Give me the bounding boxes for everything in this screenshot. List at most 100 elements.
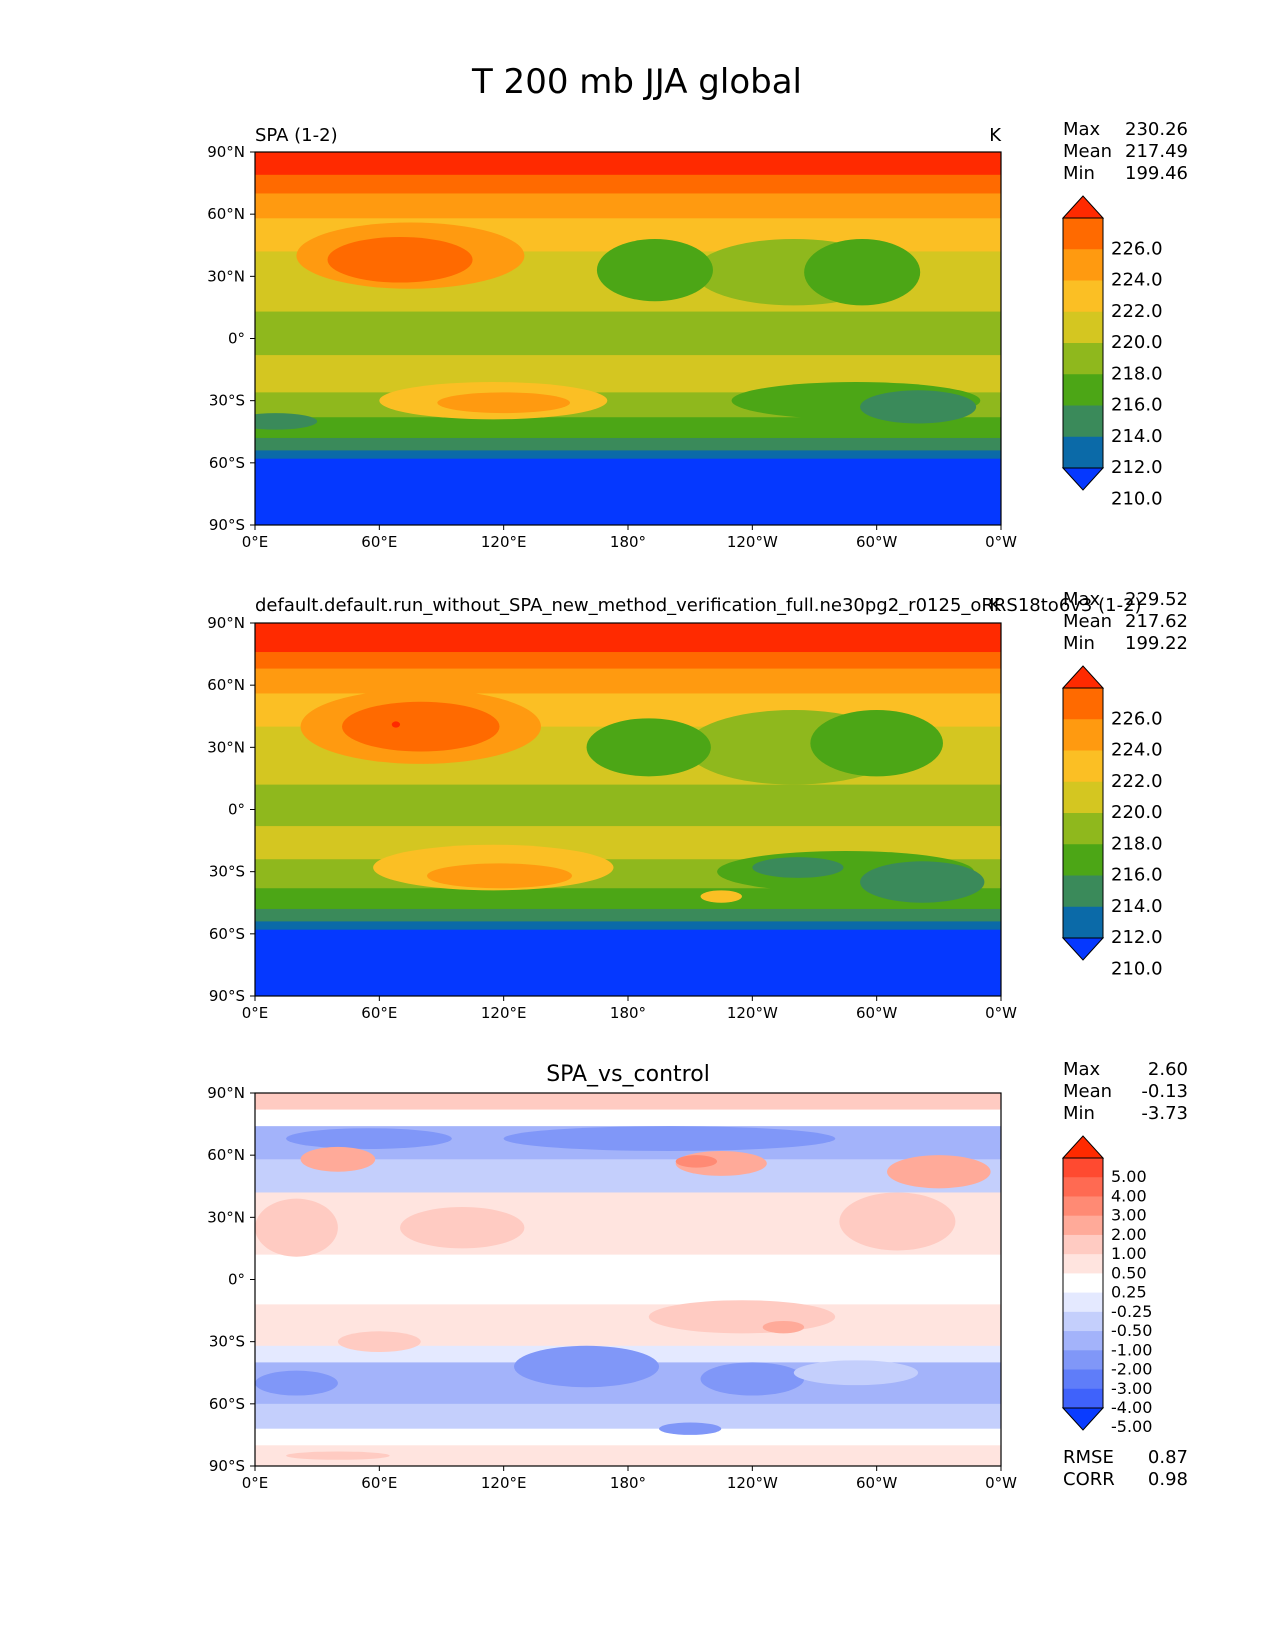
colorbar-level-label: 0.25	[1111, 1283, 1147, 1302]
metrics-box: RMSE 0.87 CORR 0.98	[1063, 1447, 1188, 1490]
stat-label: Max	[1063, 1059, 1101, 1080]
contour-band	[255, 1109, 1001, 1127]
map-plot-ref	[250, 622, 1002, 1001]
stat-label: Mean	[1063, 1081, 1112, 1102]
colorbar-level-label: 210.0	[1111, 958, 1163, 979]
y-axis-ticks: 90°N 60°N 30°N 0° 30°S 60°S 90°S	[207, 1084, 245, 1475]
y-tick-label: 90°S	[209, 1457, 245, 1475]
x-tick-label: 120°E	[481, 533, 527, 551]
contour-band	[255, 623, 1001, 653]
metric-value: 0.98	[1148, 1469, 1188, 1490]
colorbar-frame	[1062, 1157, 1104, 1409]
contour-band	[255, 652, 1001, 670]
contour-region	[342, 701, 500, 752]
x-tick-label: 0°E	[242, 1474, 269, 1492]
colorbar-level-label: 210.0	[1111, 488, 1163, 509]
y-tick-label: 30°N	[207, 1208, 245, 1226]
map-fields	[255, 152, 1001, 525]
x-tick-label: 60°E	[361, 533, 397, 551]
colorbar-level-label: 2.00	[1111, 1225, 1147, 1244]
colorbar-level-label: -3.00	[1111, 1379, 1152, 1398]
contour-region	[675, 1155, 718, 1168]
colorbar-segment	[1063, 374, 1103, 406]
stats-box: Max 2.60 Mean -0.13 Min -3.73	[1063, 1059, 1188, 1124]
x-tick-label: 60°E	[361, 1004, 397, 1022]
colorbar-segment	[1063, 1350, 1103, 1371]
x-tick-label: 0°E	[242, 1004, 269, 1022]
colorbar-segment	[1063, 249, 1103, 281]
contour-region	[286, 1451, 390, 1460]
contour-band	[255, 1445, 1001, 1466]
contour-region	[437, 392, 570, 414]
x-tick-label: 120°W	[727, 1004, 778, 1022]
x-tick-label: 0°W	[985, 533, 1017, 551]
y-tick-label: 30°N	[207, 267, 245, 285]
y-tick-label: 90°S	[209, 516, 245, 534]
colorbar-extend-min	[1061, 937, 1105, 961]
colorbar-level-label: -0.50	[1111, 1321, 1152, 1340]
colorbar-segment	[1063, 1254, 1103, 1274]
colorbar: 226.0 224.0 222.0 220.0 218.0 216.0 214.0 212.0…	[1061, 195, 1163, 509]
stat-value: 199.46	[1125, 163, 1188, 184]
x-axis-ticks: 0°E 60°E 120°E 180° 120°W 60°W 0°W	[242, 1004, 1017, 1022]
contour-band	[255, 1403, 1001, 1430]
contour-region	[839, 1192, 956, 1251]
colorbar-level-label: 4.00	[1111, 1186, 1147, 1205]
x-tick-label: 0°E	[242, 533, 269, 551]
colorbar-level-label: -1.00	[1111, 1340, 1152, 1359]
colorbar-extend-max	[1061, 195, 1105, 219]
contour-region	[327, 236, 473, 283]
colorbar-level-label: 222.0	[1111, 301, 1163, 322]
contour-region	[887, 1155, 991, 1189]
panel-units: K	[989, 595, 1002, 616]
contour-region	[860, 390, 977, 424]
contour-band	[255, 311, 1001, 356]
contour-band	[255, 458, 1001, 525]
stat-value: 2.60	[1148, 1059, 1188, 1080]
colorbar-level-label: 1.00	[1111, 1244, 1147, 1263]
map-fields	[255, 623, 1001, 996]
colorbar-segment	[1063, 280, 1103, 313]
contour-band	[255, 1254, 1001, 1305]
stat-label: Max	[1063, 119, 1101, 140]
contour-region	[596, 239, 713, 302]
colorbar-frame	[1062, 687, 1104, 939]
colorbar-level-label: 214.0	[1111, 426, 1163, 447]
x-axis-ticks: 0°E 60°E 120°E 180° 120°W 60°W 0°W	[242, 1474, 1017, 1492]
panel-units: K	[989, 125, 1002, 146]
contour-region	[255, 413, 318, 430]
x-tick-label: 120°W	[727, 533, 778, 551]
x-axis-ticks: 0°E 60°E 120°E 180° 120°W 60°W 0°W	[242, 533, 1017, 551]
colorbar-segment	[1063, 688, 1103, 720]
stat-label: Min	[1063, 163, 1095, 184]
colorbar-level-label: 222.0	[1111, 771, 1163, 792]
colorbar-segment	[1063, 1196, 1103, 1217]
colorbar-segment	[1063, 405, 1103, 438]
x-tick-label: 120°E	[481, 1474, 527, 1492]
contour-band	[255, 921, 1001, 931]
x-tick-label: 60°W	[856, 1004, 898, 1022]
x-tick-label: 60°W	[856, 1474, 898, 1492]
x-tick-label: 180°	[610, 1474, 646, 1492]
contour-region	[503, 1126, 836, 1152]
contour-band	[255, 1159, 1001, 1194]
x-tick-label: 180°	[610, 533, 646, 551]
contour-region	[426, 863, 573, 889]
y-tick-label: 90°N	[207, 1084, 245, 1102]
colorbar-segment	[1063, 906, 1103, 939]
contour-region	[752, 857, 844, 878]
stat-label: Min	[1063, 1103, 1095, 1124]
colorbar-segment	[1063, 311, 1103, 344]
metric-label: RMSE	[1063, 1447, 1114, 1468]
colorbar-level-label: 212.0	[1111, 457, 1163, 478]
colorbar-level-label: -5.00	[1111, 1417, 1152, 1436]
stat-value: -3.73	[1141, 1103, 1188, 1124]
colorbar-level-label: 224.0	[1111, 740, 1163, 761]
colorbar-level-label: 0.50	[1111, 1263, 1147, 1282]
y-tick-label: 0°	[228, 801, 245, 819]
colorbar-level-label: 216.0	[1111, 865, 1163, 886]
y-tick-label: 30°S	[209, 863, 245, 881]
stat-value: 217.62	[1125, 611, 1188, 632]
contour-region	[286, 1128, 452, 1149]
